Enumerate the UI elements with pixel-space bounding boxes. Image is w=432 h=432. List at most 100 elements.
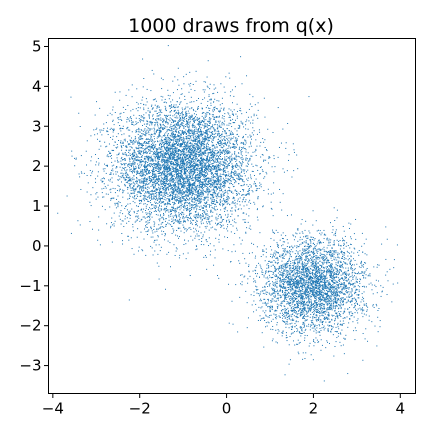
scatter-point xyxy=(242,212,244,214)
scatter-point xyxy=(141,151,142,153)
scatter-point xyxy=(173,148,175,150)
scatter-point xyxy=(244,201,246,203)
scatter-point xyxy=(130,214,132,216)
scatter-point xyxy=(182,141,184,143)
scatter-point xyxy=(220,179,222,181)
scatter-point xyxy=(138,129,140,131)
scatter-point xyxy=(160,131,162,133)
scatter-point xyxy=(110,191,112,193)
scatter-point xyxy=(245,193,247,195)
scatter-point xyxy=(256,114,258,116)
scatter-point xyxy=(215,182,217,184)
scatter-point xyxy=(136,178,138,180)
scatter-point xyxy=(207,184,209,186)
scatter-point xyxy=(236,103,238,105)
scatter-point xyxy=(188,199,190,201)
scatter-point xyxy=(167,171,169,173)
scatter-point xyxy=(166,177,168,179)
scatter-point xyxy=(230,134,232,136)
scatter-point xyxy=(94,134,96,136)
scatter-point xyxy=(218,162,220,164)
scatter-point xyxy=(186,144,187,146)
scatter-point xyxy=(256,133,258,135)
scatter-point xyxy=(187,123,189,125)
scatter-point xyxy=(209,122,211,124)
scatter-point xyxy=(225,177,227,179)
scatter-point xyxy=(120,177,122,179)
scatter-point xyxy=(219,154,221,156)
scatter-point xyxy=(145,135,147,137)
scatter-point xyxy=(181,192,183,194)
scatter-point xyxy=(161,208,163,210)
scatter-point xyxy=(165,225,167,227)
scatter-point xyxy=(92,228,93,230)
scatter-point xyxy=(221,225,223,227)
scatter-point xyxy=(177,143,179,145)
scatter-point xyxy=(212,93,214,95)
scatter-point xyxy=(176,215,178,217)
scatter-point xyxy=(170,185,172,187)
scatter-point xyxy=(207,134,209,136)
scatter-point xyxy=(245,151,247,153)
scatter-point xyxy=(187,154,189,156)
scatter-point xyxy=(145,207,147,209)
scatter-point xyxy=(259,166,261,168)
scatter-point xyxy=(132,172,133,174)
scatter-point xyxy=(197,145,199,147)
scatter-point xyxy=(143,203,145,205)
scatter-point xyxy=(213,107,215,109)
scatter-point xyxy=(134,149,136,151)
scatter-point xyxy=(80,188,82,190)
scatter-point xyxy=(210,180,212,182)
scatter-point xyxy=(119,188,121,190)
scatter-point xyxy=(180,220,182,222)
scatter-point xyxy=(151,189,153,191)
scatter-point xyxy=(206,137,208,139)
scatter-point xyxy=(145,209,147,211)
scatter-point xyxy=(159,114,161,116)
scatter-point xyxy=(227,230,229,232)
scatter-point xyxy=(233,145,235,147)
scatter-point xyxy=(119,125,121,127)
scatter-point xyxy=(213,118,215,120)
scatter-point xyxy=(199,164,201,166)
scatter-point xyxy=(190,212,192,214)
scatter-point xyxy=(257,117,259,119)
scatter-point xyxy=(227,157,229,159)
scatter-point xyxy=(172,184,174,186)
scatter-point xyxy=(179,126,181,128)
scatter-point xyxy=(139,162,141,164)
scatter-point xyxy=(228,219,230,221)
scatter-point xyxy=(217,130,219,132)
scatter-point xyxy=(208,190,210,192)
scatter-point xyxy=(145,191,147,193)
scatter-point xyxy=(174,184,176,186)
scatter-point xyxy=(202,171,204,173)
scatter-point xyxy=(172,149,174,151)
scatter-point xyxy=(186,147,188,149)
scatter-point xyxy=(174,127,176,129)
scatter-point xyxy=(153,149,155,151)
scatter-point xyxy=(166,204,168,206)
scatter-point xyxy=(214,172,216,174)
scatter-point xyxy=(219,126,221,128)
scatter-point xyxy=(167,146,169,148)
scatter-point xyxy=(187,252,189,254)
scatter-point xyxy=(179,197,181,199)
scatter-point xyxy=(153,196,155,198)
scatter-point xyxy=(207,100,209,102)
scatter-point xyxy=(157,153,159,155)
scatter-points xyxy=(57,45,399,382)
scatter-point xyxy=(189,202,191,204)
scatter-point xyxy=(232,133,234,135)
scatter-point xyxy=(129,194,131,196)
scatter-point xyxy=(178,130,180,132)
scatter-point xyxy=(158,197,160,199)
scatter-point xyxy=(106,155,108,157)
scatter-point xyxy=(218,143,220,145)
scatter-point xyxy=(207,105,209,107)
scatter-point xyxy=(143,183,145,185)
scatter-point xyxy=(112,120,114,122)
scatter-point xyxy=(244,144,246,146)
scatter-point xyxy=(164,191,166,193)
